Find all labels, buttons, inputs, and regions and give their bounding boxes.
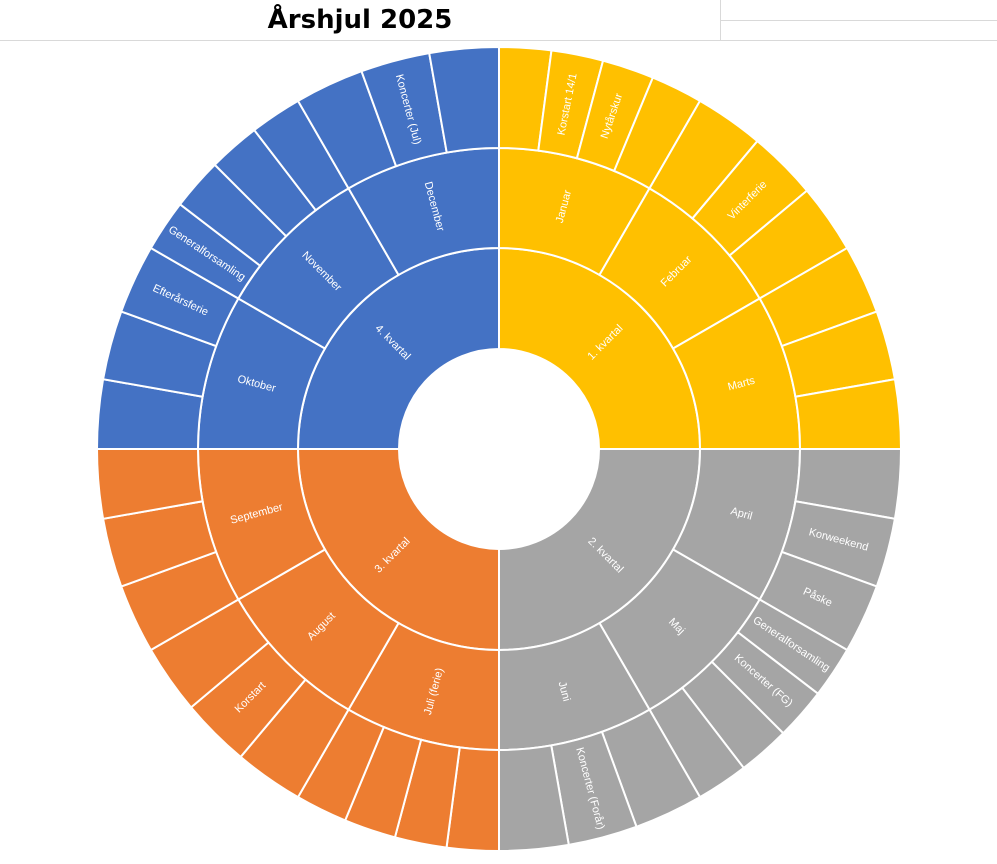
event-segment — [428, 45, 500, 154]
chart-title: Årshjul 2025 — [267, 5, 453, 35]
month-label: Juni — [556, 680, 573, 703]
sheet-gridline — [0, 40, 997, 41]
month-label: April — [729, 505, 753, 522]
sheet-gridline — [720, 20, 997, 21]
